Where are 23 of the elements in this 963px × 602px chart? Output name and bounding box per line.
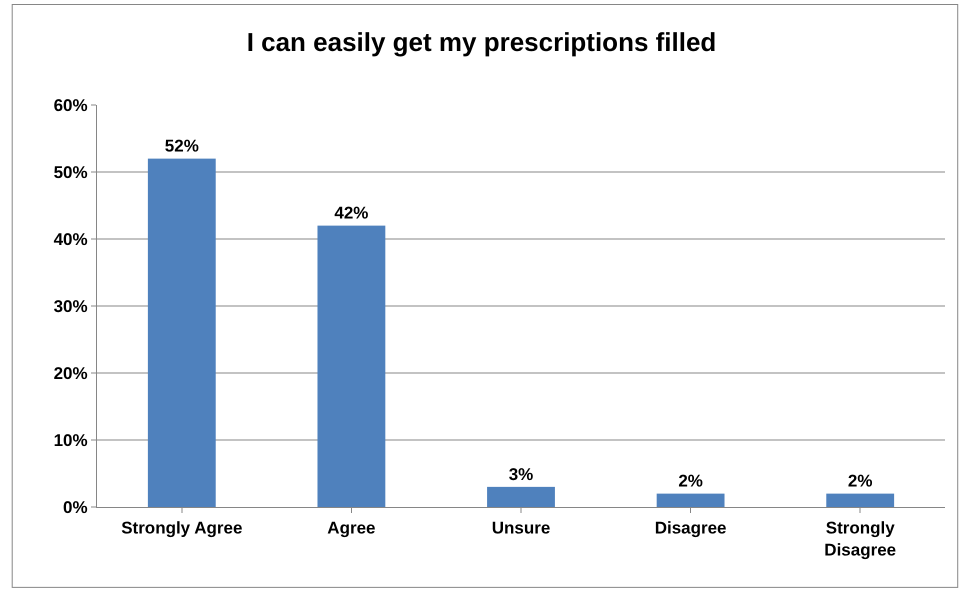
- bar: [487, 486, 555, 507]
- x-tick-label: Strongly Agree: [121, 518, 242, 538]
- y-tick-label: 50%: [54, 162, 88, 182]
- y-tick-label: 60%: [54, 96, 88, 115]
- y-tick-label: 10%: [54, 430, 88, 450]
- data-label: 42%: [334, 204, 368, 223]
- bar: [148, 158, 216, 507]
- x-tick-label: Agree: [327, 518, 376, 538]
- bar: [656, 494, 725, 507]
- y-tick-label: 30%: [54, 296, 88, 316]
- data-label: 2%: [678, 472, 703, 491]
- y-tick-label: 40%: [54, 230, 88, 249]
- x-tick-label: Strongly Disagree: [824, 518, 896, 560]
- chart-title: I can easily get my prescriptions filled: [246, 27, 716, 58]
- y-tick-label: 20%: [54, 364, 88, 383]
- bar: [826, 494, 894, 507]
- data-label: 3%: [508, 464, 534, 484]
- x-tick-label: Disagree: [654, 518, 727, 538]
- x-tick-label: Unsure: [492, 518, 550, 538]
- data-label: 52%: [164, 136, 199, 156]
- y-tick-label: 0%: [63, 498, 88, 517]
- bar: [317, 226, 386, 507]
- data-label: 2%: [848, 472, 872, 491]
